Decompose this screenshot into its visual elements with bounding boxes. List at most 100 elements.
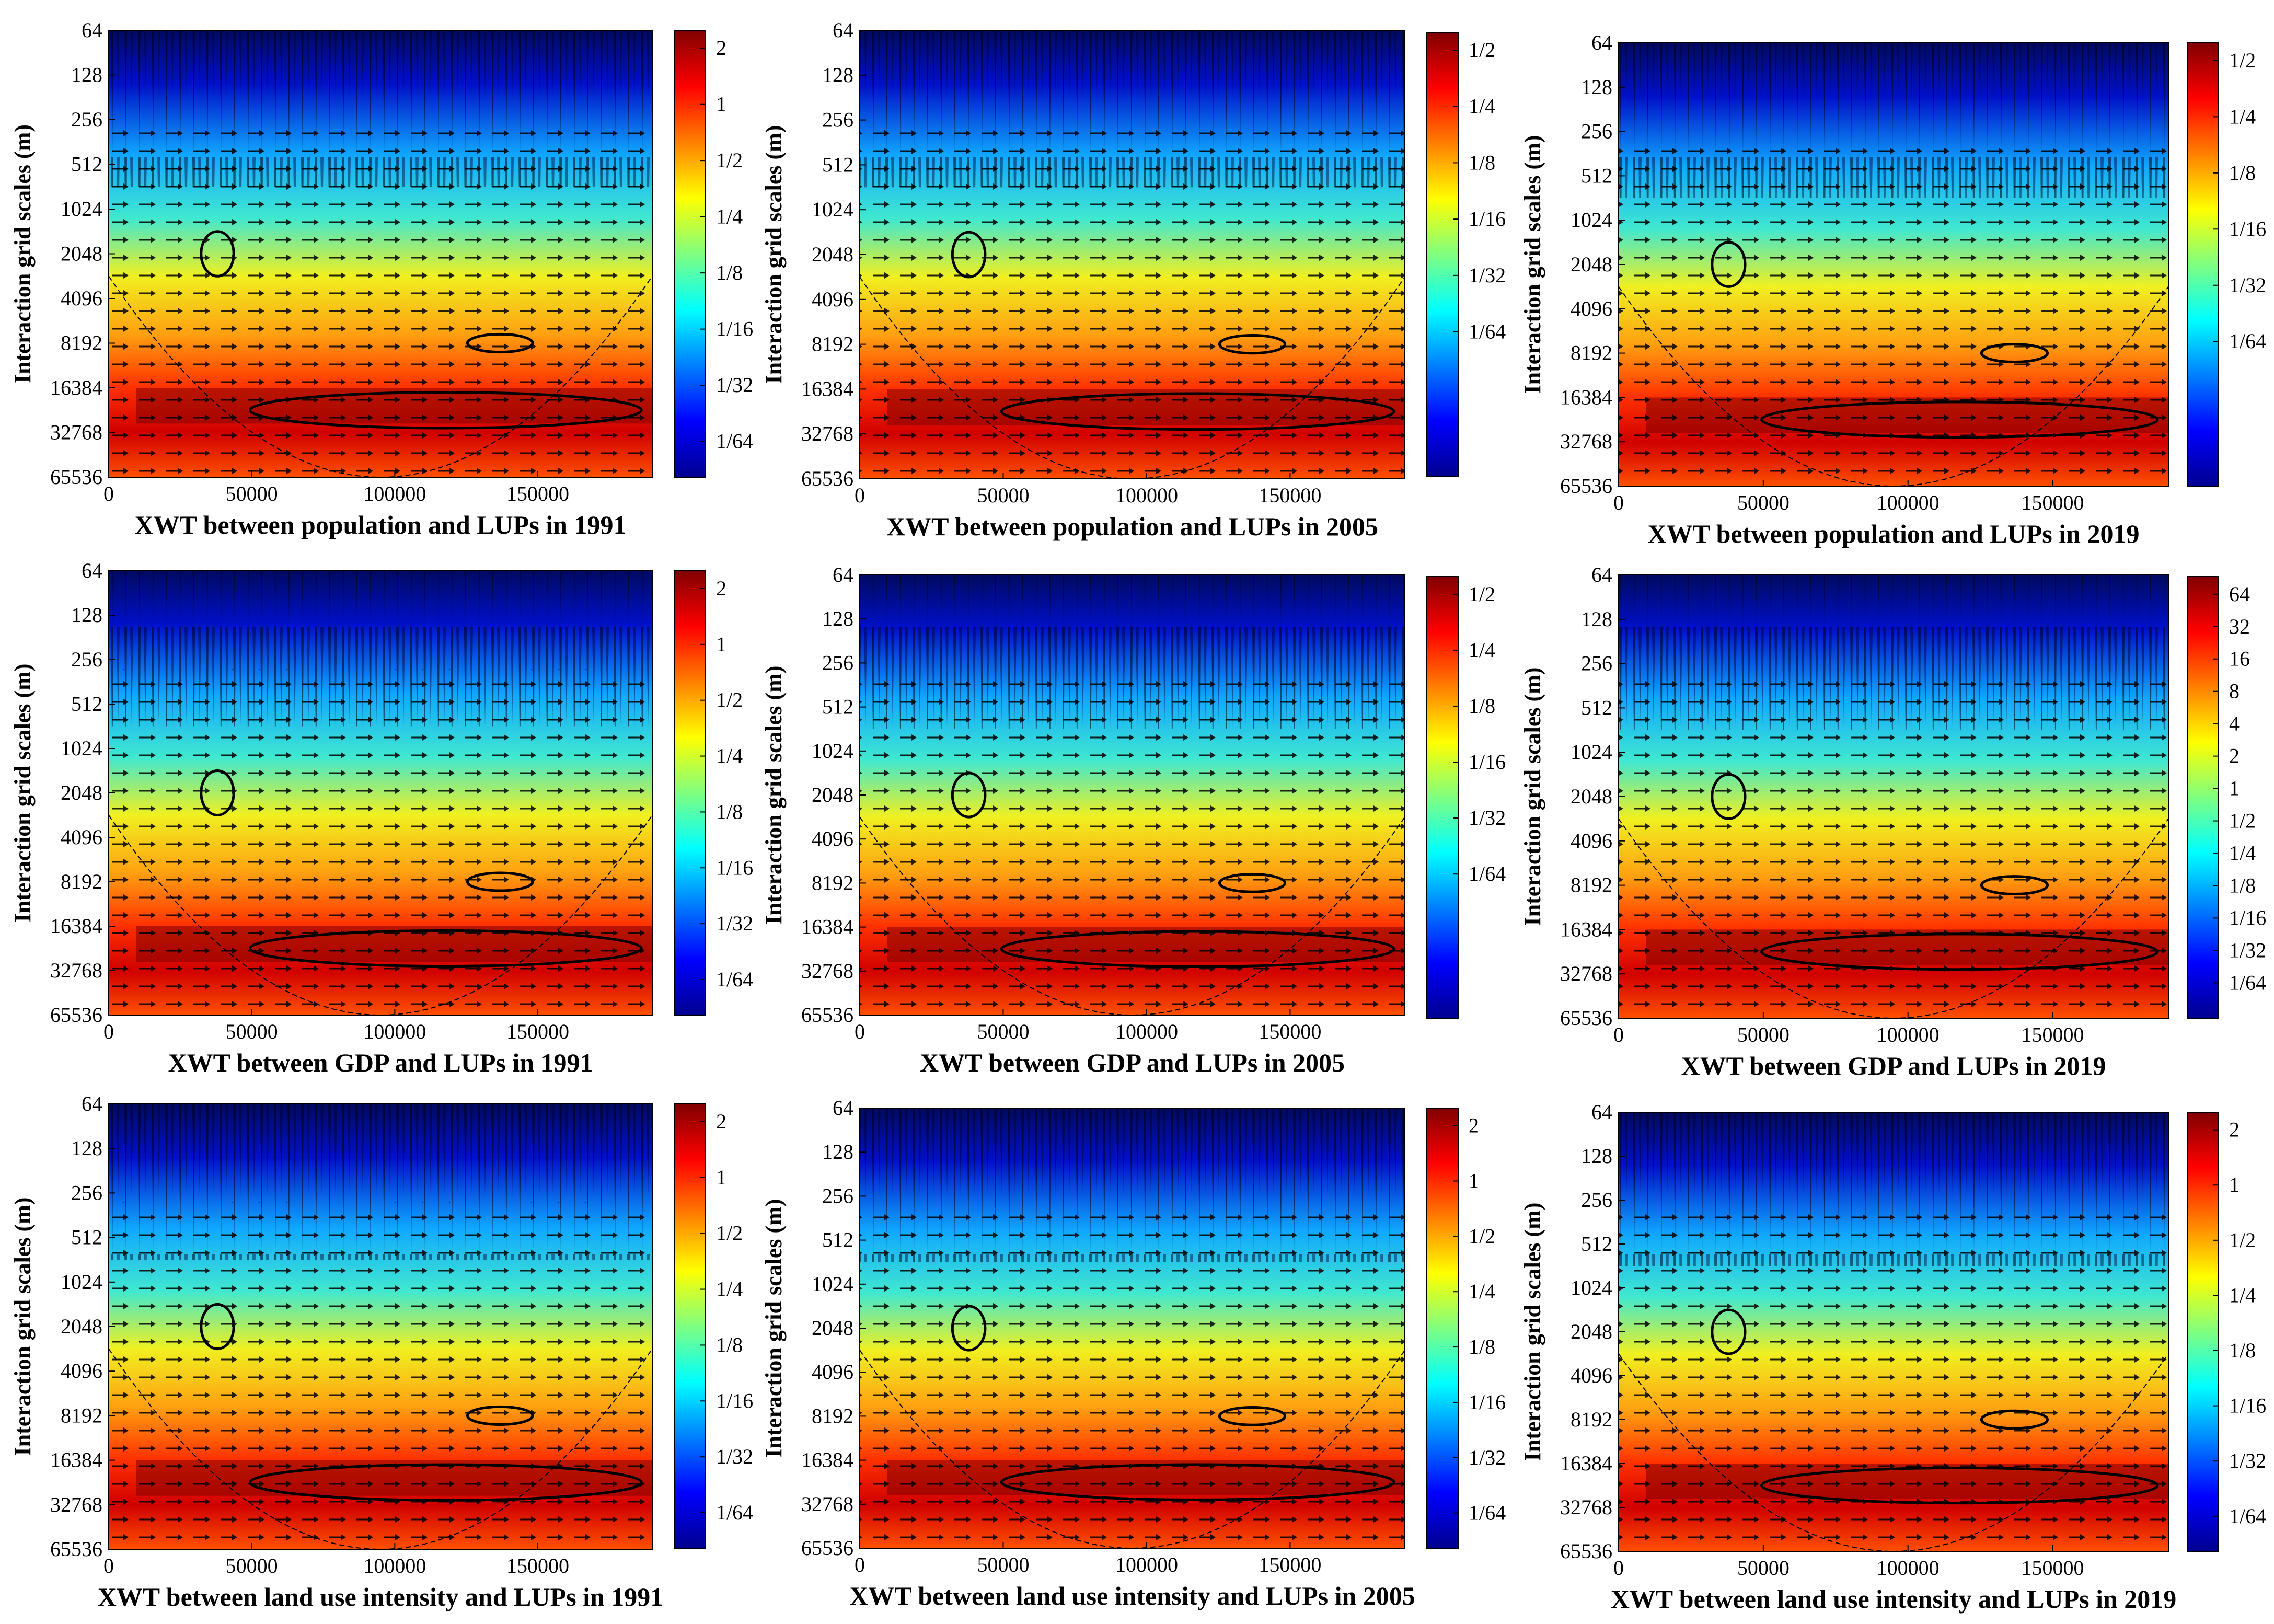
y-tick-label: 1024: [812, 1272, 853, 1296]
y-tick-label: 8192: [1571, 873, 1612, 897]
y-tick-label: 256: [822, 651, 853, 674]
colorbar-label: 1/32: [1469, 263, 1506, 287]
significance-contour: [1000, 1463, 1395, 1501]
colorbar-label: 1/16: [1469, 207, 1506, 231]
colorbar-label: 2: [716, 577, 726, 600]
x-tick-label: 150000: [2022, 1023, 2084, 1046]
y-tick-label: 65536: [1560, 1006, 1612, 1030]
panel-title: XWT between population and LUPs in 2005: [886, 512, 1378, 541]
colorbar-label: 1/4: [1469, 1280, 1495, 1303]
y-tick-label: 512: [1581, 696, 1612, 719]
y-tick-label: 65536: [1560, 1539, 1612, 1563]
colorbar: [2187, 576, 2219, 1019]
x-tick-label: 0: [103, 1554, 114, 1577]
significance-contour: [248, 391, 643, 430]
colorbar-label: 1: [716, 93, 726, 116]
y-tick-label: 64: [1591, 563, 1612, 586]
y-tick-label: 32768: [50, 1493, 102, 1516]
y-tick-label: 32768: [1560, 962, 1612, 985]
y-tick-label: 4096: [812, 1360, 853, 1384]
colorbar-label: 4: [2229, 712, 2240, 735]
y-tick-label: 1024: [61, 1270, 102, 1294]
y-tick-label: 1024: [61, 197, 102, 221]
colorbar-label: 2: [716, 1110, 726, 1133]
y-tick-label: 1024: [812, 198, 853, 221]
y-tick-label: 128: [822, 63, 853, 87]
panel-8: 64 128 256 512 1024 2048 4096 8192 16384 32768 655…: [761, 1096, 1506, 1610]
x-tick-label: 50000: [1737, 1023, 1790, 1046]
significance-contour: [248, 1463, 643, 1502]
colorbar-label: 1/64: [716, 968, 753, 991]
x-tick-label: 150000: [2022, 1556, 2084, 1580]
significance-contour: [1980, 875, 2049, 896]
y-tick-label: 32768: [801, 1492, 853, 1516]
significance-contour: [951, 771, 987, 819]
y-tick-label: 32768: [1560, 430, 1612, 453]
x-tick-label: 100000: [363, 482, 426, 505]
colorbar-label: 1/8: [1469, 694, 1495, 718]
y-axis-title: Interaction grid scales (m): [10, 664, 36, 923]
colorbar-label: 1/16: [2229, 1394, 2266, 1418]
y-tick-label: 512: [71, 692, 102, 716]
colorbar-label: 16: [2229, 647, 2250, 671]
x-tick-label: 0: [855, 1553, 865, 1576]
y-tick-label: 2048: [1571, 252, 1612, 276]
y-tick-label: 128: [1581, 607, 1612, 631]
y-tick-label: 4096: [1571, 829, 1612, 853]
colorbar-label: 1: [716, 1166, 726, 1189]
colorbar-label: 1/4: [716, 205, 743, 228]
y-tick-label: 32768: [50, 421, 102, 444]
x-tick-label: 50000: [977, 1553, 1029, 1576]
panel-title: XWT between land use intensity and LUPs …: [98, 1582, 664, 1611]
y-tick-label: 64: [82, 559, 102, 582]
significance-contour: [1218, 873, 1287, 893]
y-tick-label: 65536: [801, 1003, 853, 1027]
y-tick-label: 4096: [812, 287, 853, 311]
colorbar-label: 1/64: [1469, 862, 1506, 885]
colorbar: [674, 1103, 706, 1549]
y-tick-label: 32768: [801, 959, 853, 983]
y-tick-label: 64: [833, 1096, 853, 1120]
colorbar-label: 1/4: [2229, 842, 2256, 865]
x-tick-label: 0: [855, 1020, 865, 1043]
colorbar-label: 1/2: [716, 1222, 743, 1245]
colorbar-label: 1/8: [2229, 874, 2256, 897]
x-tick-label: 100000: [1115, 483, 1178, 507]
colorbar-label: 1/64: [2229, 971, 2266, 994]
y-tick-label: 256: [1581, 1188, 1612, 1212]
colorbar-label: 32: [2229, 615, 2250, 638]
y-tick-label: 8192: [1571, 1408, 1612, 1431]
y-tick-label: 4096: [61, 286, 102, 310]
panel-title: XWT between GDP and LUPs in 1991: [168, 1048, 593, 1077]
x-tick-label: 0: [103, 1020, 114, 1043]
colorbar-label: 1/4: [1469, 95, 1495, 118]
colorbar-label: 1/4: [716, 744, 743, 768]
significance-contour: [200, 1303, 235, 1351]
colorbar-label: 1/64: [716, 1501, 753, 1524]
y-tick-label: 64: [1591, 31, 1612, 54]
y-tick-label: 4096: [61, 1359, 102, 1383]
y-tick-label: 8192: [61, 870, 102, 893]
colorbar-label: 1/32: [2229, 1449, 2266, 1472]
panel-6: 6412825651210242048409681921638432768655…: [1520, 563, 2266, 1080]
colorbar-label: 1/64: [2229, 329, 2266, 353]
y-axis-title: Interaction grid scales (m): [1520, 667, 1545, 926]
y-tick-label: 8192: [812, 332, 853, 356]
y-tick-label: 64: [833, 18, 853, 42]
significance-contour: [1711, 1308, 1747, 1355]
colorbar-label: 1/16: [716, 1389, 753, 1412]
colorbar-label: 1: [1469, 1169, 1479, 1193]
y-tick-label: 16384: [50, 376, 102, 399]
phase-arrows: [860, 672, 1405, 1015]
colorbar-label: 1: [2229, 777, 2240, 800]
colorbar: [674, 570, 706, 1016]
y-tick-label: 128: [1581, 75, 1612, 99]
significance-contour: [466, 332, 534, 354]
significance-contour: [951, 231, 987, 279]
y-tick-label: 1024: [61, 736, 102, 760]
y-tick-label: 16384: [1560, 385, 1612, 409]
cone-of-influence: [859, 1350, 1405, 1549]
colorbar-label: 1/32: [716, 1445, 753, 1468]
panel-title: XWT between population and LUPs in 2019: [1648, 519, 2140, 548]
x-tick-label: 150000: [1259, 1553, 1321, 1576]
